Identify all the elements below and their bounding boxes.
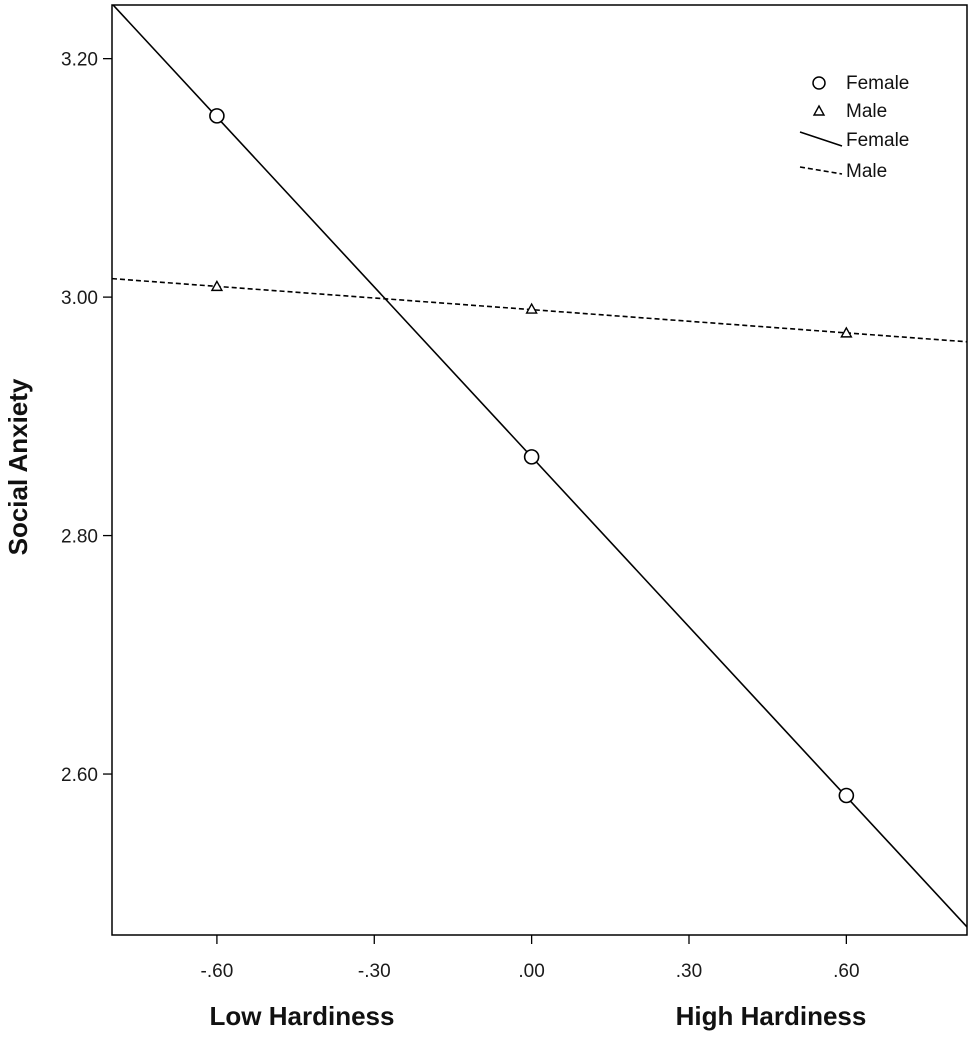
y-axis-title: Social Anxiety [3,378,33,555]
legend-item: Female [812,73,909,94]
fit-line-female [112,5,967,928]
point-female [838,787,855,804]
legend-label: Female [846,73,909,94]
point-male [840,326,853,338]
point-male [210,279,224,292]
legend-item: Male [812,101,887,122]
fit-lines [112,5,967,928]
legend-label: Male [846,161,887,182]
legend-solid-line-icon [799,131,843,147]
x-tick-label: .30 [676,961,702,982]
point-female [209,108,225,124]
y-tick-label: 3.20 [61,50,98,71]
x-axis: -.60 -.30 .00 .30 .60 [201,935,860,982]
legend-label: Male [846,101,887,122]
legend: Female Male Female Male [799,73,909,182]
x-tick-label: .00 [518,961,544,982]
x-axis-title-low: Low Hardiness [210,1001,395,1031]
y-tick-label: 3.00 [61,288,98,309]
legend-label: Female [846,130,909,151]
point-male [525,302,538,314]
fit-line-male [112,277,967,343]
x-tick-label: .60 [833,961,859,982]
x-axis-title-high: High Hardiness [676,1001,867,1031]
y-axis: 2.60 2.80 3.00 3.20 [61,50,112,786]
x-tick-label: -.30 [358,961,391,982]
plot-frame [111,4,968,936]
legend-dashed-line-icon [799,166,843,175]
y-tick-label: 2.80 [61,527,98,548]
point-female [523,449,540,465]
legend-triangle-icon [812,104,826,116]
data-markers [209,108,855,804]
y-tick-label: 2.60 [61,765,98,786]
legend-item: Male [799,161,887,182]
legend-item: Female [799,130,909,151]
legend-circle-icon [812,76,826,90]
x-tick-label: -.60 [201,961,234,982]
